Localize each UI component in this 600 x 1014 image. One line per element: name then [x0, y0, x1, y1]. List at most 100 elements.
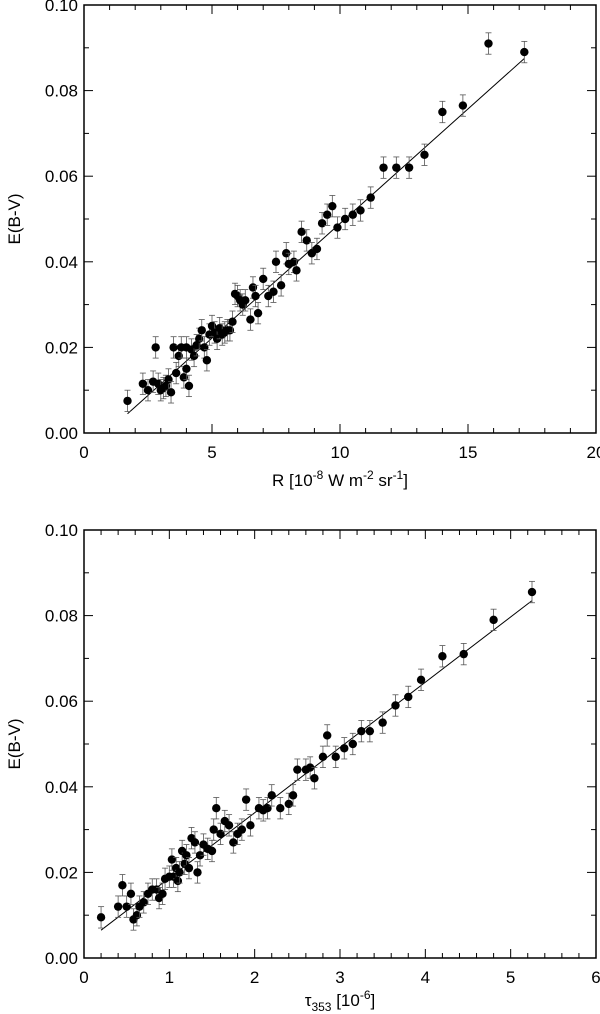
x-axis-title: R [10-8 W m-2 sr-1] — [272, 468, 408, 490]
marker — [151, 343, 160, 352]
marker — [237, 825, 247, 834]
marker — [169, 343, 178, 352]
marker — [276, 804, 285, 813]
data-point — [484, 32, 493, 55]
marker — [229, 838, 238, 847]
marker — [318, 752, 328, 762]
data-point — [293, 758, 302, 781]
data-point — [356, 199, 365, 222]
marker — [438, 652, 447, 661]
data-point — [438, 645, 447, 668]
data-point — [212, 797, 221, 820]
data-point — [340, 207, 350, 231]
y-tick-label: 0.08 — [45, 82, 78, 101]
data-point — [241, 289, 250, 312]
marker — [253, 308, 263, 318]
data-point — [340, 737, 349, 760]
y-tick-label: 0.10 — [45, 521, 78, 540]
data-point — [118, 874, 127, 897]
marker — [263, 804, 272, 813]
data-point — [241, 788, 251, 811]
marker — [143, 386, 153, 395]
marker — [458, 101, 468, 110]
data-point — [96, 906, 106, 929]
x-tick-label: 5 — [506, 968, 515, 987]
data-point — [169, 336, 178, 359]
marker — [216, 829, 225, 839]
data-point — [251, 284, 260, 308]
marker — [288, 791, 298, 800]
data-point — [288, 784, 298, 807]
marker — [182, 364, 191, 373]
data-point — [269, 280, 278, 303]
data-point — [302, 229, 311, 252]
x-tick-label: 5 — [207, 443, 216, 462]
data-point — [379, 156, 388, 179]
marker — [126, 889, 136, 898]
data-point — [438, 100, 447, 124]
y-tick-label: 0.00 — [45, 424, 78, 443]
x-tick-label: 0 — [79, 443, 88, 462]
data-point — [357, 720, 366, 743]
data-point — [113, 895, 123, 918]
data-point — [459, 643, 468, 666]
marker — [207, 846, 217, 856]
data-point — [391, 694, 400, 717]
marker — [246, 315, 255, 324]
marker — [138, 379, 148, 388]
marker — [113, 902, 123, 911]
y-tick-label: 0.10 — [45, 0, 78, 15]
y-tick-label: 0.04 — [45, 253, 78, 272]
data-point — [333, 216, 342, 239]
marker — [404, 692, 413, 702]
marker — [224, 821, 234, 830]
y-tick-label: 0.08 — [45, 607, 78, 626]
data-points — [123, 32, 529, 413]
marker — [292, 266, 301, 275]
marker — [484, 39, 493, 48]
fit-line — [127, 58, 525, 415]
scatter-panel-tau: 0 1 2 3 4 5 6 0.00 0.02 0.04 0.06 0.08 0.10 E(B-V) τ… — [5, 521, 600, 1014]
marker — [175, 868, 184, 877]
data-point — [318, 745, 328, 768]
scatter-panel-r: 051015200.000.020.040.060.080.10 E(B-V) … — [5, 0, 600, 490]
data-point — [166, 381, 176, 404]
marker — [251, 291, 260, 301]
data-point — [237, 818, 247, 841]
data-point — [323, 203, 332, 226]
data-point — [458, 94, 468, 117]
data-point — [317, 212, 327, 235]
data-point — [126, 882, 136, 905]
data-point — [348, 732, 357, 756]
marker — [139, 898, 148, 907]
data-point — [171, 361, 181, 385]
data-point — [253, 302, 263, 325]
marker — [284, 799, 293, 809]
data-point — [246, 814, 255, 837]
marker — [357, 726, 366, 736]
data-point — [138, 372, 148, 395]
marker — [356, 206, 365, 215]
data-point — [520, 40, 529, 64]
marker — [246, 821, 255, 830]
data-point — [348, 203, 357, 226]
marker — [184, 381, 194, 391]
data-point — [297, 220, 306, 243]
x-tick-label: 10 — [331, 443, 350, 462]
data-point — [276, 797, 285, 820]
marker — [420, 150, 429, 159]
data-point — [292, 259, 301, 282]
axis-ticks — [83, 529, 597, 959]
y-tick-label: 0.02 — [45, 338, 78, 357]
marker — [392, 163, 401, 172]
marker — [527, 587, 537, 597]
data-point — [323, 724, 332, 747]
x-tick-label: 15 — [459, 443, 478, 462]
data-point — [416, 668, 426, 691]
marker — [228, 317, 237, 326]
marker — [197, 326, 206, 335]
marker — [366, 193, 375, 202]
data-point — [310, 767, 319, 790]
y-axis-title: E(B-V) — [5, 719, 24, 770]
marker — [276, 281, 286, 290]
